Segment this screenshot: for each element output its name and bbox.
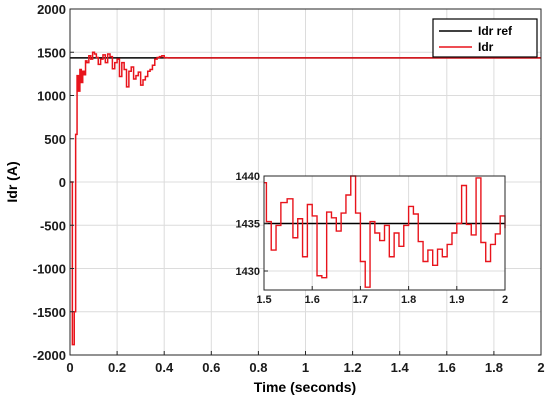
legend-label-idr-ref: Idr ref xyxy=(478,24,513,38)
inset-y-tick-label-1: 1435 xyxy=(236,219,260,231)
main-y-tick-label-7: 1500 xyxy=(37,45,66,60)
inset-ticks: 1.5 1.6 1.7 1.8 1.9 2 1430 1435 1440 xyxy=(236,171,509,306)
inset-x-tick-label-1: 1.6 xyxy=(305,294,320,306)
main-x-tick-label-3: 0.6 xyxy=(202,360,220,375)
inset-plot: 1.5 1.6 1.7 1.8 1.9 2 1430 1435 1440 xyxy=(236,171,509,306)
main-y-tick-label-5: 500 xyxy=(44,132,66,147)
main-series-group xyxy=(70,51,541,346)
x-axis-label: Time (seconds) xyxy=(254,379,356,395)
main-x-tick-label-4: 0.8 xyxy=(249,360,267,375)
legend-label-idr: Idr xyxy=(478,40,494,54)
main-x-tick-label-1: 0.2 xyxy=(108,360,126,375)
main-y-tick-label-2: -1000 xyxy=(33,262,66,277)
inset-series-group xyxy=(264,175,506,288)
legend: Idr ref Idr xyxy=(432,18,538,58)
main-y-tick-label-4: 0 xyxy=(59,175,66,190)
inset-y-tick-label-2: 1440 xyxy=(236,171,260,183)
main-y-tick-label-6: 1000 xyxy=(37,89,66,104)
main-y-tick-label-1: -1500 xyxy=(33,305,66,320)
inset-frame xyxy=(263,175,506,291)
main-y-tick-label-8: 2000 xyxy=(37,2,66,17)
main-x-tick-label-9: 1.8 xyxy=(485,360,503,375)
inset-x-tick-label-2: 1.7 xyxy=(353,294,368,306)
main-y-tick-label-3: -500 xyxy=(40,218,66,233)
inset-series-idr-line xyxy=(264,175,506,288)
y-axis-label: Idr (A) xyxy=(4,161,20,202)
main-x-tick-label-10: 2 xyxy=(537,360,544,375)
inset-x-tick-label-5: 2 xyxy=(502,294,508,306)
inset-x-tick-label-3: 1.8 xyxy=(401,294,416,306)
main-x-tick-label-2: 0.4 xyxy=(155,360,174,375)
inset-y-tick-label-0: 1430 xyxy=(236,266,260,278)
main-x-tick-label-8: 1.6 xyxy=(438,360,456,375)
inset-x-tick-label-4: 1.9 xyxy=(449,294,464,306)
main-x-tick-label-6: 1.2 xyxy=(344,360,362,375)
main-x-tick-label-5: 1 xyxy=(302,360,309,375)
legend-box xyxy=(432,18,538,58)
main-ticks: 0 0.2 0.4 0.6 0.8 1 1.2 1.4 1.6 1.8 2 -2000 -1500 -10… xyxy=(33,2,545,375)
main-y-tick-label-0: -2000 xyxy=(33,348,66,363)
main-x-tick-label-0: 0 xyxy=(66,360,73,375)
main-series-idr-line xyxy=(70,51,541,346)
inset-x-tick-label-0: 1.5 xyxy=(256,294,271,306)
main-x-tick-label-7: 1.4 xyxy=(391,360,410,375)
